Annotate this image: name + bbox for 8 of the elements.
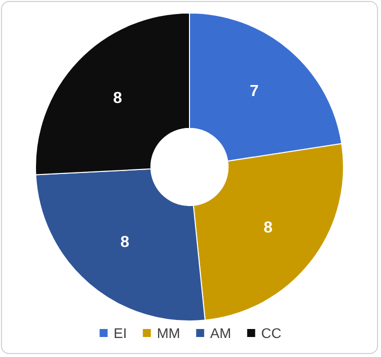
data-label: 7 bbox=[250, 83, 259, 100]
data-label: 8 bbox=[120, 234, 130, 251]
legend-label: CC bbox=[261, 325, 282, 341]
legend-label: MM bbox=[156, 325, 180, 341]
data-label: 8 bbox=[264, 219, 273, 236]
data-label: 8 bbox=[113, 90, 122, 108]
legend-label: AM bbox=[210, 325, 232, 341]
legend-label: EI bbox=[114, 325, 127, 341]
